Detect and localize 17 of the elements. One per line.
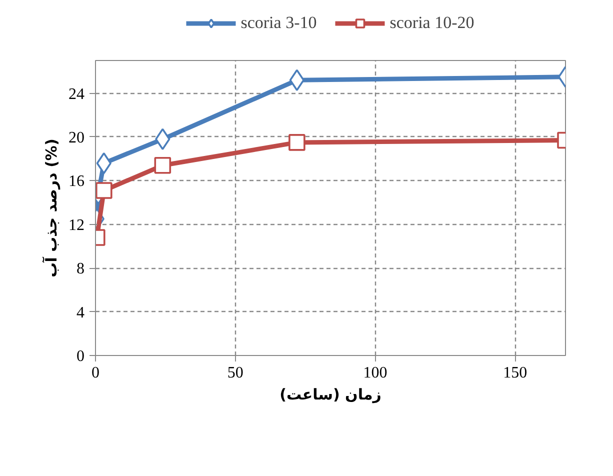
point — [288, 134, 306, 151]
x-tick-label: 150 — [503, 364, 528, 382]
y-tick-label: 16 — [68, 173, 84, 190]
y-tick-label: 8 — [76, 260, 84, 278]
y-axis-title: درصد جذب آب (%) — [42, 138, 60, 278]
y-tick-label: 24 — [68, 86, 84, 103]
y-tick-label: 20 — [68, 129, 84, 146]
legend-label: scoria 10-20 — [390, 12, 474, 32]
legend-label: scoria 3-10 — [240, 12, 317, 32]
y-tick-label: 12 — [68, 216, 84, 234]
x-tick-label: 0 — [92, 364, 100, 382]
y-tick-label: 4 — [76, 304, 84, 322]
y-tick-label: 0 — [76, 348, 84, 365]
point — [154, 156, 172, 174]
x-tick-label: 100 — [363, 364, 388, 382]
x-axis-title: زمان (ساعت) — [280, 386, 382, 404]
x-tick-label: 50 — [227, 364, 244, 382]
